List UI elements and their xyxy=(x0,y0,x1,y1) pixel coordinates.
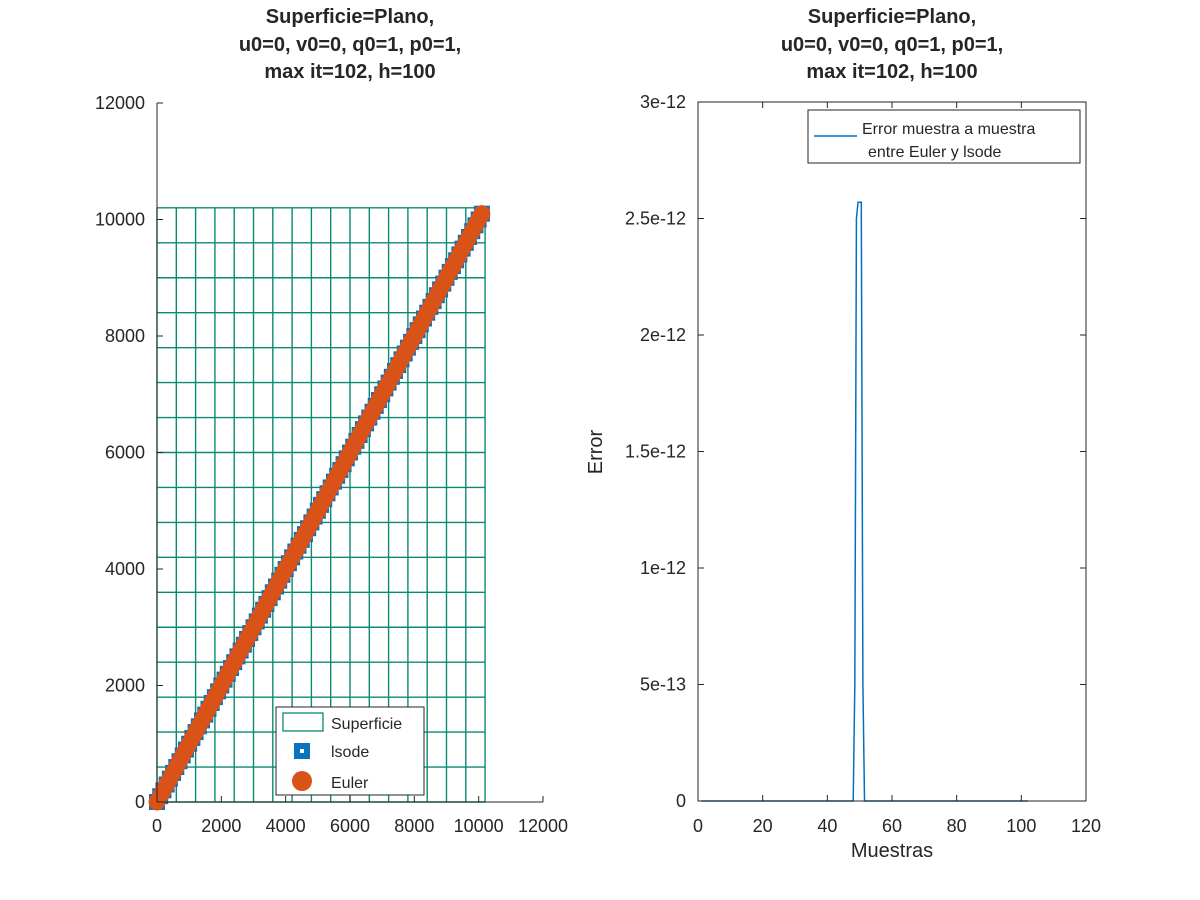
right-x-tick-label-5: 100 xyxy=(1006,816,1036,836)
right-y-tick-label-3: 1.5e-12 xyxy=(625,442,686,462)
legend-surface-label: Superficie xyxy=(331,716,402,733)
left-y-tick-label-4: 8000 xyxy=(105,326,145,346)
left-y-tick-label-0: 0 xyxy=(135,792,145,812)
left-title-line-2: u0=0, v0=0, q0=1, p0=1, xyxy=(239,34,461,56)
right-y-tick-label-2: 1e-12 xyxy=(640,558,686,578)
euler-markers xyxy=(148,205,491,811)
left-x-tick-label-2: 4000 xyxy=(266,816,306,836)
right-x-tick-label-2: 40 xyxy=(817,816,837,836)
right-y-tick-label-4: 2e-12 xyxy=(640,325,686,345)
left-legend: Superficie lsode Euler xyxy=(275,706,425,796)
legend-lsode-swatch-center xyxy=(300,749,304,753)
right-y-tick-label-1: 5e-13 xyxy=(640,675,686,695)
right-y-tick-labels: 0 5e-13 1e-12 1.5e-12 2e-12 2.5e-12 3e-12 xyxy=(625,92,686,811)
right-legend: Error muestra a muestra entre Euler y ls… xyxy=(807,109,1081,164)
left-axes xyxy=(156,102,544,803)
right-x-axis-label: Muestras xyxy=(851,840,933,862)
left-x-tick-label-5: 10000 xyxy=(454,816,504,836)
right-y-tick-label-5: 2.5e-12 xyxy=(625,209,686,229)
right-axes xyxy=(697,101,1087,802)
left-title-line-3: max it=102, h=100 xyxy=(264,61,435,83)
left-x-tick-label-1: 2000 xyxy=(201,816,241,836)
right-x-tick-labels: 0 20 40 60 80 100 120 xyxy=(693,816,1101,836)
euler-point-101 xyxy=(473,205,491,223)
right-x-tick-label-3: 60 xyxy=(882,816,902,836)
error-series-line xyxy=(701,201,1028,802)
left-x-tick-label-4: 8000 xyxy=(394,816,434,836)
right-x-tick-label-1: 20 xyxy=(753,816,773,836)
right-y-tick-label-0: 0 xyxy=(676,791,686,811)
left-y-tick-label-1: 2000 xyxy=(105,676,145,696)
legend-euler-label: Euler xyxy=(331,775,369,792)
left-x-tick-label-3: 6000 xyxy=(330,816,370,836)
right-y-axis-label: Error xyxy=(585,429,607,474)
legend-error-label-line-2: entre Euler y lsode xyxy=(868,144,1002,161)
right-title-line-3: max it=102, h=100 xyxy=(806,61,977,83)
right-plot: Superficie=Plano, u0=0, v0=0, q0=1, p0=1… xyxy=(585,6,1101,862)
legend-lsode-label: lsode xyxy=(331,744,369,761)
left-x-tick-label-0: 0 xyxy=(152,816,162,836)
right-title-line-1: Superficie=Plano, xyxy=(808,6,976,28)
left-title-line-1: Superficie=Plano, xyxy=(266,6,434,28)
left-y-tick-label-3: 6000 xyxy=(105,443,145,463)
legend-error-label-line-1: Error muestra a muestra xyxy=(862,121,1035,138)
right-y-tick-label-6: 3e-12 xyxy=(640,92,686,112)
surface-mesh xyxy=(156,207,486,803)
left-y-tick-label-5: 10000 xyxy=(95,210,145,230)
left-plot: Superficie=Plano, u0=0, v0=0, q0=1, p0=1… xyxy=(95,6,568,836)
left-y-tick-labels: 0 2000 4000 6000 8000 10000 12000 xyxy=(95,93,145,812)
right-x-tick-label-4: 80 xyxy=(947,816,967,836)
left-x-tick-label-6: 12000 xyxy=(518,816,568,836)
right-x-tick-label-6: 120 xyxy=(1071,816,1101,836)
legend-surface-swatch xyxy=(282,712,324,732)
legend-euler-swatch xyxy=(292,771,312,791)
right-title-line-2: u0=0, v0=0, q0=1, p0=1, xyxy=(781,34,1003,56)
left-y-tick-label-6: 12000 xyxy=(95,93,145,113)
right-x-tick-label-0: 0 xyxy=(693,816,703,836)
left-x-tick-labels: 0 2000 4000 6000 8000 10000 12000 xyxy=(152,816,568,836)
left-y-tick-label-2: 4000 xyxy=(105,559,145,579)
right-plot-area xyxy=(698,102,1086,801)
